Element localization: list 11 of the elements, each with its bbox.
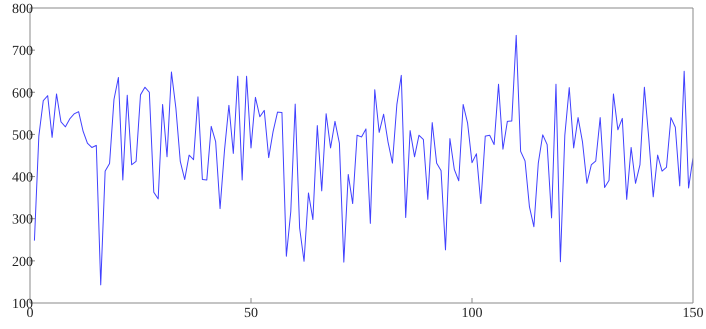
y-tick-label: 800 xyxy=(12,2,33,17)
x-tick-label: 150 xyxy=(682,306,704,321)
y-tick-label: 200 xyxy=(12,254,33,270)
y-tick-label: 400 xyxy=(12,170,33,186)
y-tick-label: 500 xyxy=(12,128,33,144)
x-tick-label: 50 xyxy=(244,306,258,321)
y-tick-label: 700 xyxy=(12,44,33,60)
y-tick-label: 300 xyxy=(12,212,33,228)
x-tick-label: 100 xyxy=(462,306,482,321)
line-series xyxy=(34,34,693,286)
y-tick-label: 600 xyxy=(12,86,33,102)
